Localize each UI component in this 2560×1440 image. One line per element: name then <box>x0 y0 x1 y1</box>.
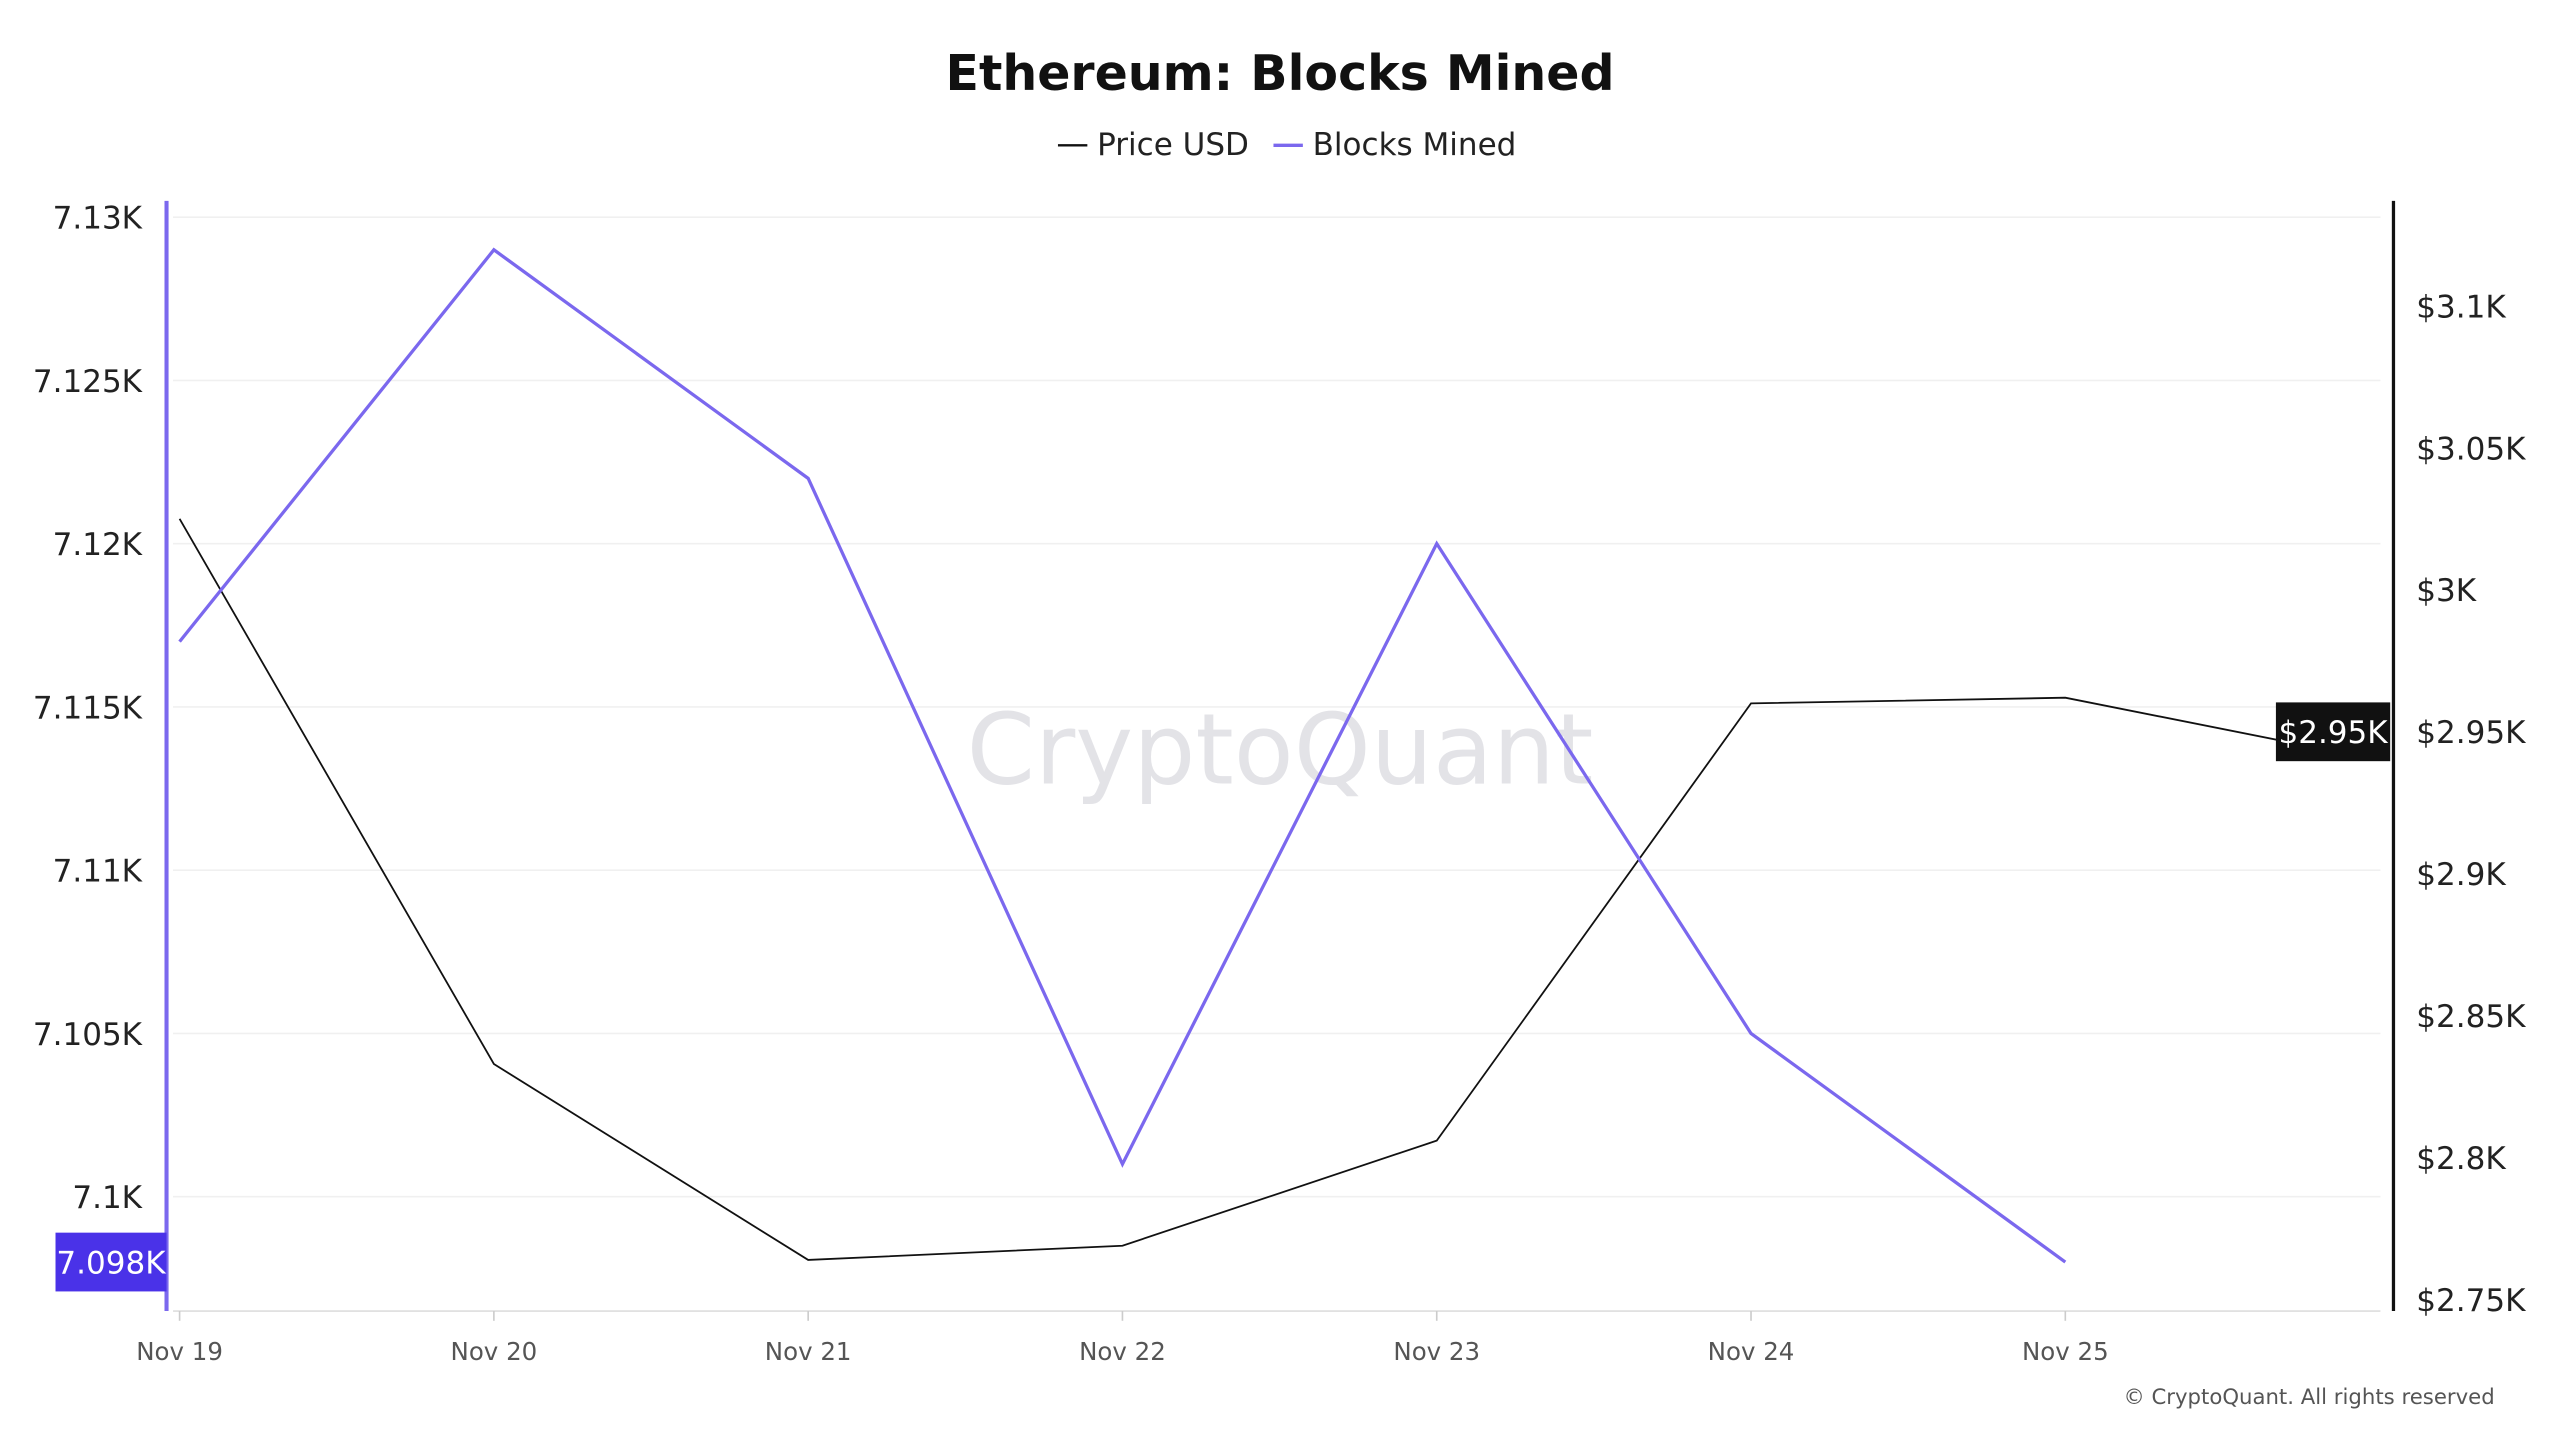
current-value-right: $2.95K <box>2278 715 2388 751</box>
x-tick-label: Nov 21 <box>765 1337 852 1366</box>
copyright: © CryptoQuant. All rights reserved <box>2124 1385 2495 1410</box>
y-right-tick-label: $3.1K <box>2416 289 2506 325</box>
y-left-tick-label: 7.13K <box>53 201 143 237</box>
current-value-badge-right <box>2275 702 2391 762</box>
data-point <box>2060 693 2070 703</box>
data-point <box>2060 1257 2070 1267</box>
current-value-left: 7.098K <box>56 1245 166 1281</box>
data-point <box>803 1255 813 1265</box>
data-point <box>1432 1136 1442 1146</box>
axes: 7.1K 7.105K 7.11K 7.115K 7.12K 7.125K 7.13K $2.… <box>33 201 2526 1366</box>
data-point <box>1118 1159 1128 1169</box>
data-point <box>489 245 499 255</box>
y-right-tick-label: $2.95K <box>2416 715 2526 751</box>
y-left-tick-label: 7.105K <box>33 1017 143 1053</box>
data-point <box>175 637 185 647</box>
data-point <box>803 473 813 483</box>
x-tick-label: Nov 24 <box>1708 1337 1795 1366</box>
chart-title: Ethereum: Blocks Mined <box>945 45 1614 102</box>
x-tick-label: Nov 25 <box>2022 1337 2109 1366</box>
axis-badges: 7.098K $2.95K <box>55 702 2391 1292</box>
x-tick-label: Nov 23 <box>1393 1337 1480 1366</box>
data-point <box>1118 1241 1128 1251</box>
data-point <box>1746 698 1756 708</box>
legend: Price USD Blocks Mined <box>1057 127 1516 163</box>
y-right-tick-label: $3.05K <box>2416 431 2526 467</box>
blocks-mined-line <box>178 247 2067 1264</box>
legend-item-price[interactable]: Price USD <box>1057 127 1249 163</box>
data-point <box>175 514 185 524</box>
y-left-tick-label: 7.11K <box>53 854 143 890</box>
y-left-tick-label: 7.1K <box>72 1180 142 1216</box>
series-lines <box>175 245 2380 1267</box>
y-right-tick-label: $2.85K <box>2416 999 2526 1035</box>
x-tick-label: Nov 20 <box>451 1337 538 1366</box>
svg-text:Blocks Mined: Blocks Mined <box>1313 127 1517 163</box>
y-left-tick-label: 7.115K <box>33 690 143 726</box>
y-left-tick-label: 7.125K <box>33 364 143 400</box>
price-usd-line <box>178 518 2380 1261</box>
x-tick-label: Nov 22 <box>1079 1337 1166 1366</box>
x-tick-label: Nov 19 <box>136 1337 223 1366</box>
data-point <box>489 1059 499 1069</box>
legend-item-blocks[interactable]: Blocks Mined <box>1273 127 1516 163</box>
y-left-tick-label: 7.12K <box>53 527 143 563</box>
y-right-tick-label: $2.9K <box>2416 857 2506 893</box>
watermark: CryptoQuant <box>967 694 1594 808</box>
data-point <box>1746 1029 1756 1039</box>
y-right-tick-label: $2.75K <box>2416 1283 2526 1319</box>
y-right-tick-label: $3K <box>2416 573 2476 609</box>
data-point <box>1432 539 1442 549</box>
current-value-badge-left <box>55 1232 167 1292</box>
y-right-tick-label: $2.8K <box>2416 1141 2506 1177</box>
grid <box>173 216 2381 1198</box>
svg-text:Price USD: Price USD <box>1097 127 1249 163</box>
